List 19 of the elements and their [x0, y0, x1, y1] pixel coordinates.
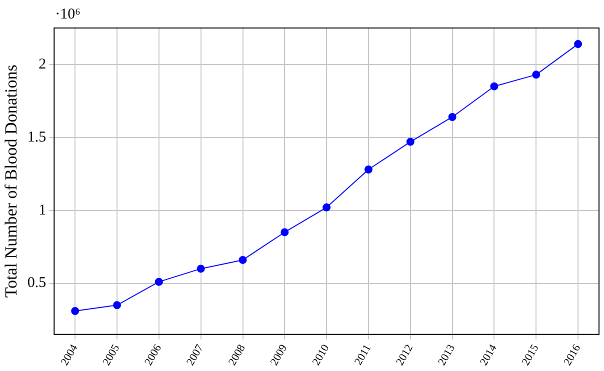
- point: [490, 82, 498, 90]
- point: [71, 307, 80, 316]
- point: [238, 256, 247, 264]
- point: [322, 203, 331, 212]
- point: [154, 278, 163, 286]
- point: [113, 301, 122, 310]
- y-tick-label: 1: [38, 202, 46, 218]
- point: [196, 264, 205, 273]
- point: [574, 40, 582, 48]
- y-tick-label: 1.5: [27, 129, 46, 146]
- point: [364, 166, 372, 174]
- point: [532, 70, 540, 79]
- y-axis-title: Total Number of Blood Donations: [2, 64, 21, 298]
- y-tick-label: 2: [38, 56, 46, 72]
- text: ·10⁶: [55, 6, 80, 22]
- point: [280, 228, 289, 236]
- point: [406, 138, 414, 146]
- point: [448, 112, 456, 121]
- y-tick-label: 0.5: [27, 275, 46, 292]
